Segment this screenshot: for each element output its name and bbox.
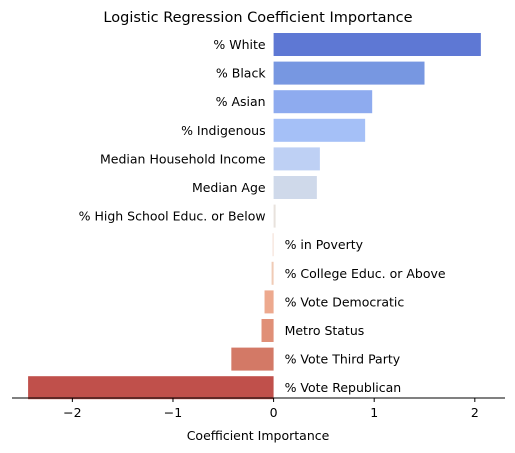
chart-title: Logistic Regression Coefficient Importan…	[103, 10, 412, 26]
category-label-2: % Asian	[216, 94, 266, 109]
bar-3	[273, 118, 366, 142]
bar-12	[28, 376, 274, 400]
bar-0	[273, 33, 481, 56]
x-tick-label-4: 2	[471, 405, 479, 420]
category-label-0: % White	[213, 37, 266, 52]
category-label-5: Median Age	[192, 180, 266, 195]
bar-8	[271, 261, 274, 285]
x-tick-label-0: −2	[63, 405, 81, 420]
category-label-11: % Vote Third Party	[285, 352, 401, 367]
bar-11	[231, 347, 274, 371]
x-axis-label: Coefficient Importance	[187, 428, 330, 443]
bars-group	[28, 33, 481, 400]
x-axis-ticks: −2 −1 0 1 2	[63, 398, 479, 420]
x-tick-label-2: 0	[270, 405, 278, 420]
category-label-7: % in Poverty	[285, 237, 364, 252]
x-tick-label-1: −1	[164, 405, 182, 420]
category-label-10: Metro Status	[285, 323, 365, 338]
bar-9	[264, 290, 274, 314]
bar-10	[261, 319, 274, 342]
category-label-9: % Vote Democratic	[285, 294, 405, 309]
bar-2	[273, 90, 373, 114]
bar-1	[273, 61, 425, 85]
bar-5	[273, 176, 317, 199]
bar-7	[272, 233, 274, 257]
bar-4	[273, 147, 320, 171]
category-label-3: % Indigenous	[181, 123, 266, 138]
bar-6	[273, 204, 276, 228]
category-label-8: % College Educ. or Above	[285, 266, 446, 281]
x-tick-label-3: 1	[370, 405, 378, 420]
category-labels: % White % Black % Asian % Indigenous Median …	[79, 37, 446, 395]
category-label-12: % Vote Republican	[285, 380, 402, 395]
category-label-6: % High School Educ. or Below	[79, 209, 266, 224]
category-label-4: Median Household Income	[100, 151, 266, 166]
category-label-1: % Black	[216, 66, 266, 81]
